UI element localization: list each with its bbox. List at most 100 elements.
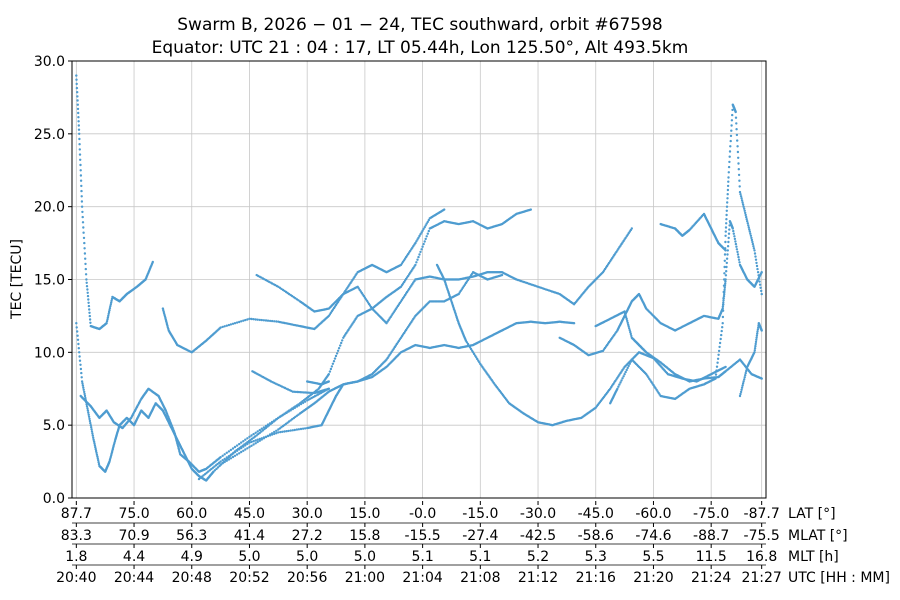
data-point [80, 195, 83, 198]
data-point [268, 433, 272, 436]
x-tick-label: -75.5 [744, 528, 780, 544]
data-point [734, 110, 737, 114]
data-point [620, 379, 623, 382]
series-track-o [659, 212, 727, 252]
data-point [737, 168, 740, 171]
data-point [719, 337, 722, 341]
data-point [619, 381, 622, 384]
data-point [254, 431, 257, 434]
data-point [736, 139, 739, 142]
data-point [741, 382, 745, 385]
data-point [746, 222, 749, 225]
data-point [624, 314, 627, 317]
data-point [443, 208, 446, 211]
data-point [238, 448, 241, 451]
data-point [417, 236, 420, 239]
data-point [420, 248, 423, 251]
data-point [334, 354, 338, 358]
data-point [248, 441, 251, 444]
y-tick-label: 0.0 [43, 491, 65, 507]
data-point [242, 319, 245, 322]
data-point [207, 470, 210, 473]
x-tick-label: 20:52 [229, 570, 269, 586]
data-point [295, 428, 299, 431]
x-tick-label: 4.4 [123, 549, 145, 565]
data-point [88, 417, 91, 421]
data-point [250, 440, 253, 444]
data-point [729, 139, 732, 143]
data-point [256, 438, 259, 441]
data-point [738, 185, 741, 188]
x-tick-label: 5.1 [411, 549, 433, 565]
data-point [110, 301, 113, 304]
data-point [274, 419, 277, 422]
data-point [723, 286, 726, 289]
data-point [260, 438, 263, 441]
x-tick-label: 20:40 [56, 570, 96, 586]
data-point [716, 361, 719, 364]
data-point [332, 360, 336, 363]
data-point [231, 455, 235, 459]
data-point [476, 357, 479, 361]
data-point [221, 462, 224, 465]
data-point [105, 322, 108, 325]
data-point [718, 345, 721, 349]
data-point [256, 430, 259, 433]
data-point [737, 156, 740, 159]
data-point [721, 322, 724, 325]
data-point [78, 359, 82, 362]
data-point [730, 129, 733, 132]
data-point [86, 291, 89, 294]
data-point [414, 263, 417, 267]
data-point [75, 82, 78, 86]
data-point [725, 265, 728, 269]
data-point [723, 272, 726, 275]
data-point [735, 133, 739, 137]
data-point [745, 369, 748, 373]
series-track-g [197, 320, 576, 481]
data-point [80, 189, 83, 193]
data-point [262, 319, 266, 322]
data-point [76, 107, 80, 111]
data-point [83, 394, 87, 398]
data-point [724, 226, 728, 229]
data-point [303, 427, 307, 430]
series-track-l [558, 220, 763, 357]
data-point [728, 155, 731, 158]
data-point [75, 74, 78, 77]
data-point [219, 463, 222, 466]
data-point [76, 91, 79, 94]
data-points [75, 74, 763, 482]
data-point [275, 320, 278, 323]
data-point [227, 450, 231, 453]
data-point [89, 424, 93, 427]
data-point [629, 360, 632, 363]
data-point [77, 120, 80, 123]
y-axis-ticks: 0.0 5.0 10.0 15.0 20.0 25.0 30.0 [34, 54, 72, 507]
data-point [333, 357, 337, 360]
data-point [97, 459, 100, 462]
data-point [266, 434, 270, 437]
data-point [623, 312, 627, 315]
x-tick-label: -15.0 [462, 506, 498, 522]
data-point [244, 438, 247, 441]
data-point [752, 245, 755, 248]
y-tick-label: 20.0 [34, 200, 65, 216]
data-point [735, 245, 738, 248]
data-point [627, 325, 630, 328]
data-point [727, 232, 731, 235]
data-point [725, 261, 728, 265]
data-point [258, 428, 261, 432]
data-point [469, 347, 473, 351]
data-point [235, 453, 239, 456]
data-point [733, 237, 737, 241]
grid-lines [72, 60, 766, 499]
x-axis-rows: 87.7 75.0 60.0 45.0 30.0 15.0 -0.0 -15.0 -30.0 -4… [56, 501, 890, 586]
data-point [735, 248, 739, 251]
data-point [717, 353, 720, 356]
x-row-label: MLT [h] [788, 549, 839, 565]
data-point [231, 452, 235, 455]
data-point [108, 308, 111, 312]
data-point [76, 99, 79, 102]
